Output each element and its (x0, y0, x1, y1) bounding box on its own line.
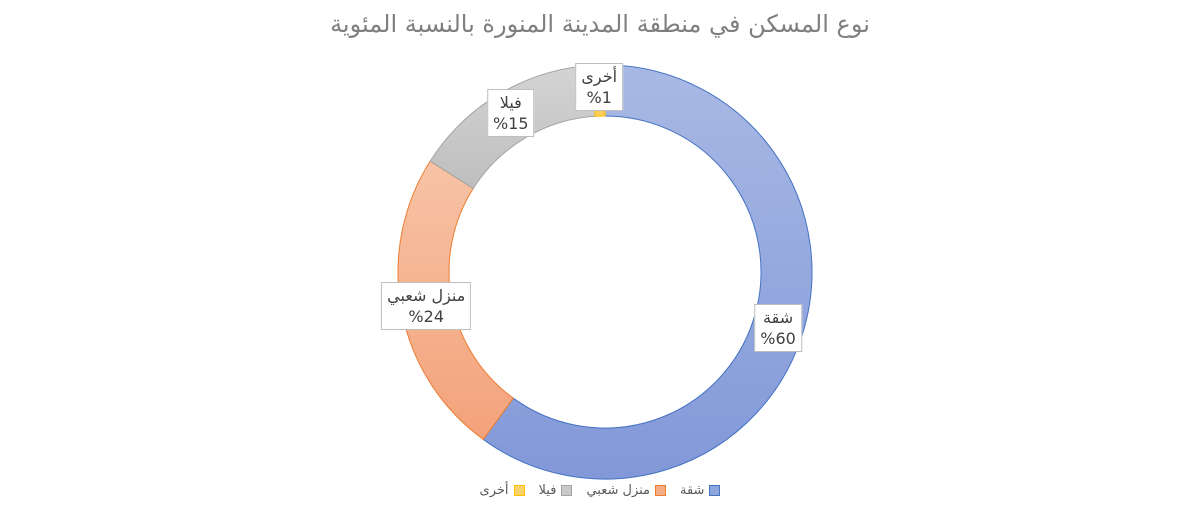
legend-label: شقة (680, 483, 705, 498)
data-label-value: %60 (760, 329, 796, 349)
data-label-value: %15 (493, 113, 529, 133)
legend-item-traditional-house: منزل شعبي (586, 483, 667, 498)
chart-title: نوع المسكن في منطقة المدينة المنورة بالن… (330, 10, 870, 38)
legend-swatch (709, 485, 721, 496)
data-label-category: فيلا (499, 92, 522, 112)
data-label-category: أخرى (581, 67, 618, 87)
data-label-apartment: شقة %60 (754, 304, 802, 353)
legend-swatch (513, 485, 525, 496)
data-label-category: شقة (763, 308, 794, 328)
legend: شقة منزل شعبي فيلا أخرى (0, 483, 1200, 498)
data-label-value: %24 (408, 307, 444, 327)
legend-item-apartment: شقة (680, 483, 721, 498)
slice-apartment (482, 64, 813, 480)
legend-label: فيلا (538, 483, 557, 498)
legend-swatch (655, 485, 667, 496)
data-label-villa: فيلا %15 (487, 88, 535, 137)
data-label-traditional-house: منزل شعبي %24 (381, 282, 472, 331)
data-label-value: %1 (586, 88, 612, 108)
data-label-category: منزل شعبي (387, 286, 466, 306)
data-label-other: أخرى %1 (575, 63, 624, 112)
legend-label: منزل شعبي (586, 483, 651, 498)
legend-item-other: أخرى (480, 483, 525, 498)
legend-swatch (561, 485, 573, 496)
legend-item-villa: فيلا (539, 483, 573, 498)
legend-label: أخرى (479, 483, 509, 498)
